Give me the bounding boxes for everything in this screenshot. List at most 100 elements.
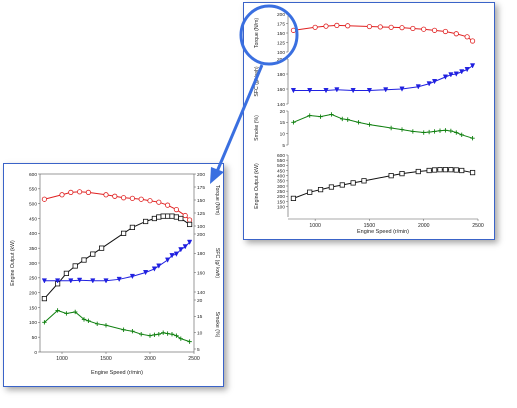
- sfc-point: [54, 278, 61, 284]
- smoke-point: [388, 125, 394, 131]
- right-y-tick-label: 20: [197, 298, 203, 304]
- sfc-point: [464, 67, 470, 73]
- torque-point: [410, 25, 416, 32]
- smoke-point: [64, 311, 69, 316]
- output-point: [164, 213, 171, 219]
- torque-series-line: [44, 191, 190, 221]
- smoke-point: [437, 128, 443, 133]
- y-tick-label: 15: [280, 120, 286, 126]
- smoke-point: [340, 116, 345, 122]
- smoke-point: [307, 113, 312, 118]
- y-tick-label: 200: [277, 12, 285, 18]
- torque-point: [121, 195, 127, 201]
- output-point: [90, 251, 96, 257]
- y-axis-label: Torque (N/m): [254, 18, 260, 49]
- y-tick-label: 200: [277, 194, 285, 200]
- sfc-point: [366, 88, 373, 94]
- y-tick-label: 350: [277, 179, 285, 185]
- output-point: [156, 214, 162, 220]
- torque-point: [59, 192, 65, 198]
- torque-point: [345, 23, 351, 29]
- right-y-tick-label: 200: [197, 172, 205, 178]
- x-tick-label: 2000: [418, 223, 430, 229]
- sfc-point: [116, 276, 122, 283]
- output-point: [129, 224, 135, 231]
- output-point: [290, 195, 297, 201]
- torque-point: [129, 195, 135, 201]
- x-tick-label: 2500: [472, 223, 484, 229]
- top-panel-0: 100 125 150 175 200 Torque (N/m): [254, 12, 476, 56]
- y-tick-label: 400: [277, 173, 285, 179]
- sfc-point: [68, 278, 74, 284]
- output-point: [469, 169, 476, 176]
- sfc-point: [383, 87, 389, 93]
- output-point: [160, 213, 166, 219]
- sfc-point: [169, 253, 175, 259]
- plot-frame: [39, 173, 195, 353]
- smoke-point: [410, 129, 416, 134]
- output-point: [81, 257, 87, 263]
- right-y-tick-label: 160: [197, 270, 205, 276]
- right-y-tick-label: 175: [197, 185, 205, 191]
- smoke-point: [432, 129, 437, 134]
- y-tick-label: 140: [277, 102, 285, 108]
- torque-point: [442, 28, 449, 35]
- torque-point: [103, 192, 109, 198]
- torque-point: [469, 38, 476, 44]
- smoke-point: [174, 333, 179, 338]
- y-tick-label: 200: [277, 57, 285, 63]
- torque-point: [112, 193, 118, 199]
- torque-point: [156, 199, 162, 205]
- smoke-point: [169, 332, 175, 337]
- output-series-line: [44, 215, 190, 299]
- torque-series-line: [293, 24, 473, 42]
- right-axis-1: 140 160 180 200 SFC (g/ kwh): [194, 232, 220, 296]
- torque-point: [377, 24, 383, 30]
- torque-point: [41, 196, 48, 202]
- sfc-point: [90, 278, 96, 284]
- output-point: [169, 213, 175, 219]
- y-tick-label: 100: [29, 320, 37, 326]
- top-panel-1: 140 160 180 200 SFC (g/ kwh): [254, 57, 476, 108]
- y-tick-label: 450: [277, 168, 285, 174]
- y-tick-label: 550: [277, 158, 285, 164]
- y-tick-label: 150: [277, 199, 285, 205]
- y-tick-label: 175: [277, 21, 285, 27]
- smoke-point: [103, 323, 109, 328]
- smoke-point: [55, 308, 60, 313]
- output-series-line: [293, 169, 473, 199]
- y-tick-label: 200: [29, 290, 37, 296]
- output-point: [307, 189, 313, 195]
- torque-point: [147, 198, 153, 204]
- right-y-tick-label: 10: [197, 330, 203, 336]
- y-axis-label: SFC (g/ kwh): [254, 66, 260, 97]
- sfc-point: [399, 86, 405, 92]
- sfc-point: [151, 266, 158, 272]
- output-point: [459, 167, 465, 174]
- torque-point: [138, 196, 144, 202]
- smoke-point: [421, 130, 426, 135]
- torque-point: [323, 23, 329, 29]
- smoke-point: [81, 317, 87, 322]
- torque-point: [464, 34, 470, 40]
- y-tick-label: 250: [277, 189, 285, 195]
- x-tick-label: 1500: [100, 356, 112, 362]
- y-tick-label: 300: [277, 184, 285, 190]
- y-tick-label: 400: [29, 231, 37, 237]
- smoke-point: [187, 339, 192, 344]
- torque-point: [173, 206, 179, 213]
- y-tick-label: 500: [277, 163, 285, 169]
- torque-point: [77, 189, 83, 195]
- top-chart-panel: 100 125 150 175 200 Torque (N/m) 140 160 180 200 S…: [243, 2, 495, 240]
- right-axis-0: 100 125 150 175 200 Torque (N/m): [194, 172, 220, 230]
- sfc-point: [307, 88, 313, 94]
- right-y-axis-label: SFC (g/ kwh): [214, 248, 220, 279]
- sfc-point: [448, 72, 454, 78]
- smoke-point: [152, 332, 157, 337]
- sfc-point: [173, 251, 180, 257]
- smoke-point: [95, 321, 100, 327]
- output-point: [415, 168, 421, 175]
- y-tick-label: 5: [282, 143, 285, 149]
- top-chart-svg: 100 125 150 175 200 Torque (N/m) 140 160 180 200 S…: [254, 12, 484, 235]
